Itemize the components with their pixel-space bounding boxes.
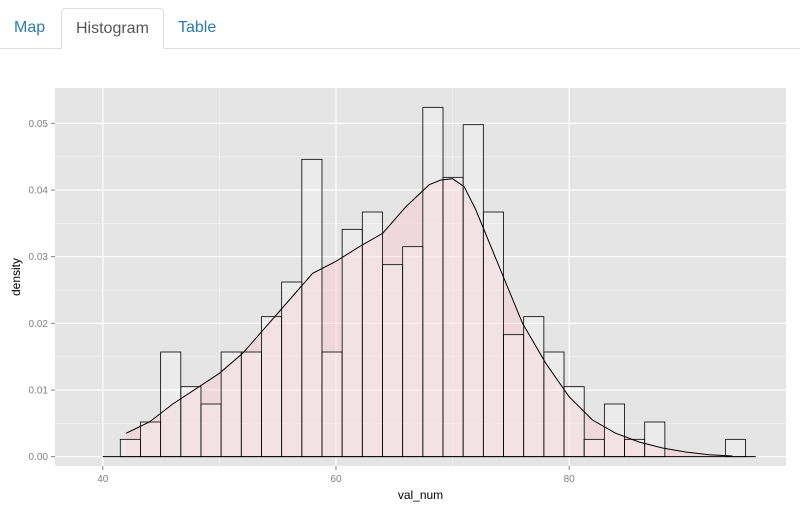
density-area <box>126 178 733 457</box>
histogram-bar <box>543 351 565 458</box>
histogram-bar <box>503 334 525 458</box>
y-tick-label: 0.02 <box>29 319 49 330</box>
histogram-bar <box>160 351 182 458</box>
histogram-bar <box>261 316 283 458</box>
histogram-bar <box>301 158 323 458</box>
histogram-bars <box>102 106 756 458</box>
histogram-bar <box>583 438 605 458</box>
histogram-bar <box>624 438 646 458</box>
histogram-bar <box>603 403 625 458</box>
histogram-bar <box>402 246 424 458</box>
tab-table[interactable]: Table <box>178 19 217 36</box>
histogram-bar <box>341 228 363 458</box>
histogram-bar <box>644 421 666 458</box>
y-tick-label: 0.04 <box>29 186 49 197</box>
y-tick-label: 0.00 <box>29 452 49 463</box>
histogram-bar <box>482 211 504 458</box>
histogram-bar <box>361 211 383 458</box>
x-tick-label: 60 <box>330 474 342 485</box>
histogram-bar <box>321 351 343 458</box>
histogram-bar <box>442 176 464 458</box>
x-tick-label: 80 <box>564 474 576 485</box>
plot-panel <box>55 88 786 466</box>
y-tick-label: 0.03 <box>29 252 49 263</box>
x-tick-label: 40 <box>97 474 109 485</box>
density-curve-line <box>125 178 733 457</box>
axes: 40 60 80 0.00 0.01 0.02 0.03 0.04 0.05 <box>29 119 576 485</box>
tab-map[interactable]: Map <box>14 19 46 36</box>
histogram-bar <box>220 351 242 458</box>
y-tick-label: 0.01 <box>29 386 49 397</box>
histogram-bar <box>462 124 484 458</box>
histogram-bar <box>563 386 585 458</box>
histogram-bar <box>240 351 262 458</box>
histogram-bar <box>523 316 545 458</box>
histogram-bar <box>200 403 222 458</box>
y-axis-label: density <box>9 258 23 296</box>
density-curve-group <box>126 178 733 457</box>
histogram-bar <box>724 438 746 458</box>
histogram-bar <box>281 281 303 458</box>
y-tick-label: 0.05 <box>29 119 49 130</box>
histogram-bar <box>382 264 404 458</box>
tab-bar: Map Histogram Table <box>0 0 800 49</box>
histogram-bar <box>140 421 162 458</box>
histogram-bar <box>119 438 141 458</box>
histogram-bar <box>422 106 444 458</box>
x-axis-label: val_num <box>398 488 443 502</box>
tab-histogram[interactable]: Histogram <box>61 8 164 49</box>
